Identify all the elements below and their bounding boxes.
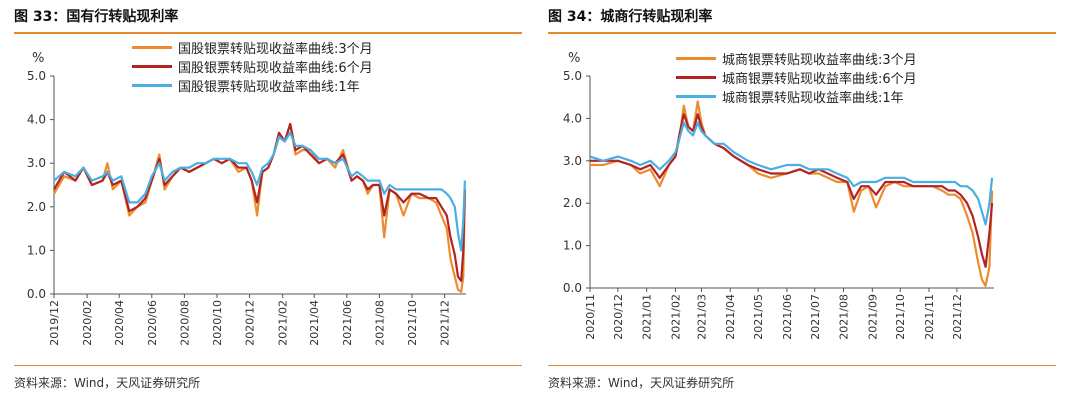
- legend-label: 国股银票转贴现收益率曲线:6个月: [178, 61, 373, 76]
- x-tick-label: 2021/04: [724, 294, 737, 340]
- figure-title: 图 34：城商行转贴现利率: [548, 9, 713, 25]
- legend-item: 城商银票转贴现收益率曲线:3个月: [676, 49, 917, 68]
- legend-label: 城商银票转贴现收益率曲线:3个月: [722, 53, 917, 68]
- series-line-1: [53, 122, 466, 293]
- data-source-note: 资料来源：Wind，天风证券研究所: [548, 376, 735, 390]
- series-line-3: [589, 121, 994, 226]
- legend-swatch: [132, 46, 172, 49]
- y-tick-label: 0.0: [27, 287, 46, 301]
- legend-swatch: [676, 95, 716, 98]
- series-line-2: [53, 122, 466, 282]
- x-tick-label: 2021/01: [641, 294, 654, 340]
- legend-swatch: [132, 84, 172, 87]
- chart-legend: 城商银票转贴现收益率曲线:3个月 城商银票转贴现收益率曲线:6个月 城商银票转贴…: [676, 49, 917, 106]
- legend-swatch: [132, 65, 172, 68]
- y-tick-label: 5.0: [563, 69, 582, 83]
- y-tick-label: 4.0: [563, 111, 582, 125]
- x-tick-label: 2021/07: [809, 294, 822, 340]
- series-line-2: [590, 113, 994, 268]
- x-tick-label: 2021/11: [923, 294, 936, 340]
- y-tick-label: 1.0: [563, 239, 582, 253]
- y-tick-label: 1.0: [27, 243, 46, 257]
- x-tick-label: 2020/12: [612, 294, 625, 340]
- x-tick-label: 2020/10: [211, 300, 224, 346]
- x-tick-label: 2021/08: [838, 294, 851, 340]
- x-tick-label: 2021/06: [781, 294, 794, 340]
- y-unit-label: %: [568, 51, 580, 66]
- legend-label: 城商银票转贴现收益率曲线:6个月: [722, 72, 917, 87]
- y-tick-label: 5.0: [27, 69, 46, 83]
- y-tick-label: 0.0: [563, 281, 582, 295]
- legend-item: 城商银票转贴现收益率曲线:1年: [676, 87, 917, 106]
- y-tick-label: 3.0: [27, 156, 46, 170]
- figure-title: 图 33：国有行转贴现利率: [14, 9, 179, 25]
- x-tick-label: 2020/06: [146, 300, 159, 346]
- y-tick-label: 3.0: [563, 154, 582, 168]
- legend-item: 国股银票转贴现收益率曲线:1年: [132, 76, 373, 95]
- title-divider: [548, 32, 1056, 34]
- x-tick-label: 2021/02: [277, 300, 290, 346]
- legend-item: 国股银票转贴现收益率曲线:6个月: [132, 57, 373, 76]
- chart-legend: 国股银票转贴现收益率曲线:3个月 国股银票转贴现收益率曲线:6个月 国股银票转贴…: [132, 38, 373, 95]
- x-tick-label: 2021/10: [406, 300, 419, 346]
- x-tick-label: 2021/12: [439, 300, 452, 346]
- legend-item: 城商银票转贴现收益率曲线:6个月: [676, 68, 917, 87]
- y-tick-label: 2.0: [27, 200, 46, 214]
- x-tick-label: 2021/10: [894, 294, 907, 340]
- x-tick-label: 2021/03: [695, 294, 708, 340]
- x-tick-label: 2020/02: [81, 300, 94, 346]
- source-divider: [14, 365, 522, 366]
- title-divider: [14, 32, 522, 34]
- x-tick-label: 2021/04: [308, 300, 321, 346]
- y-tick-label: 2.0: [563, 196, 582, 210]
- series-line-3: [53, 131, 466, 252]
- x-tick-label: 2020/04: [113, 300, 126, 346]
- series-line-1: [590, 100, 994, 287]
- line-chart: % 0.0 1.0 2.0 3.0 4.0 5.0 2020/11 2020/12 2021/01…: [563, 51, 994, 340]
- chart-panel-city-commercial-banks: 图 34：城商行转贴现利率 % 0.0 1.0 2.0 3.0 4.0 5.0 2020/11…: [548, 0, 1068, 407]
- legend-swatch: [676, 76, 716, 79]
- legend-label: 国股银票转贴现收益率曲线:1年: [178, 80, 360, 95]
- legend-swatch: [676, 57, 716, 60]
- x-tick-label: 2021/08: [373, 300, 386, 346]
- legend-label: 城商银票转贴现收益率曲线:1年: [722, 91, 904, 106]
- x-tick-label: 2019/12: [48, 300, 61, 346]
- chart-panel-state-owned-banks: 图 33：国有行转贴现利率 % 0.0 1.0 2.0 3.0 4.0 5.0 2019/12…: [14, 0, 534, 407]
- x-tick-label: 2021/06: [341, 300, 354, 346]
- x-tick-label: 2021/12: [951, 294, 964, 340]
- x-tick-label: 2020/11: [584, 294, 597, 340]
- legend-item: 国股银票转贴现收益率曲线:3个月: [132, 38, 373, 57]
- source-divider: [548, 365, 1056, 366]
- line-chart: % 0.0 1.0 2.0 3.0 4.0 5.0 2019/12 2020/02 2020/04…: [27, 51, 466, 346]
- x-tick-label: 2020/08: [178, 300, 191, 346]
- x-tick-label: 2021/09: [866, 294, 879, 340]
- x-tick-label: 2020/12: [244, 300, 257, 346]
- data-source-note: 资料来源：Wind，天风证券研究所: [14, 376, 201, 390]
- x-tick-label: 2021/02: [669, 294, 682, 340]
- y-tick-label: 4.0: [27, 113, 46, 127]
- legend-label: 国股银票转贴现收益率曲线:3个月: [178, 42, 373, 57]
- x-tick-label: 2021/05: [752, 294, 765, 340]
- y-unit-label: %: [32, 51, 44, 66]
